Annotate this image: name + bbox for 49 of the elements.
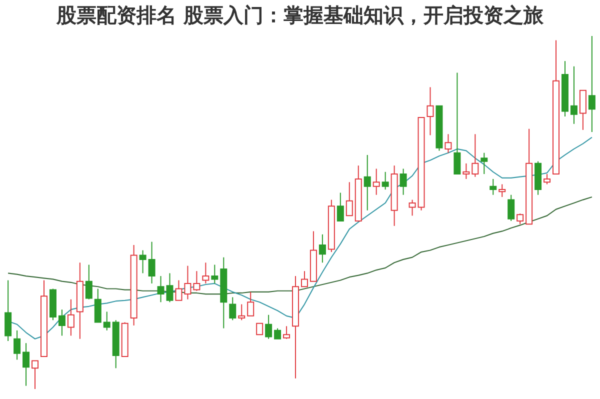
candlestick [202,262,210,284]
candlestick [256,322,264,336]
candlestick [238,304,246,321]
candlestick [247,291,254,316]
candlestick [346,182,353,216]
candlestick [85,264,92,300]
candlestick [408,199,416,216]
candlestick [480,152,488,175]
candlestick [318,234,326,264]
candlestick [229,296,236,321]
candlestick [166,272,174,303]
candlestick [67,298,74,336]
candlestick [300,270,308,288]
candlestick [175,280,182,301]
candlestick [184,265,192,300]
candlestick [382,171,389,190]
candlestick [157,276,164,303]
candlestick [14,330,21,360]
candlestick [364,154,371,211]
candlestick [274,328,282,340]
candlestick [139,250,146,274]
candlestick [336,192,344,222]
candlestick [22,342,30,386]
candlestick [4,280,12,342]
candlestick [193,270,200,292]
candlestick [148,241,156,284]
candlestick [58,309,66,336]
candlestick [544,174,551,185]
candlestick [516,213,524,225]
candlestick [32,360,39,390]
candlestick [579,90,586,130]
candlestick [283,326,290,340]
candlestick [570,66,578,124]
candlestick [498,184,506,198]
candlestick [490,178,497,196]
candlestick [103,311,110,331]
candlestick [372,168,380,196]
candlestick [472,134,479,178]
candlestick [94,288,102,323]
candlestick [588,36,596,133]
candlestick [508,194,515,222]
candlestick [211,264,218,284]
candlestick [462,162,470,180]
candlestick [454,72,461,175]
candlestick [426,86,434,136]
chart-title: 股票配资排名 股票入门：掌握基础知识，开启投资之旅 [56,3,544,27]
candlestick [265,314,272,340]
candlestick [400,168,407,196]
candlestick [444,134,452,154]
